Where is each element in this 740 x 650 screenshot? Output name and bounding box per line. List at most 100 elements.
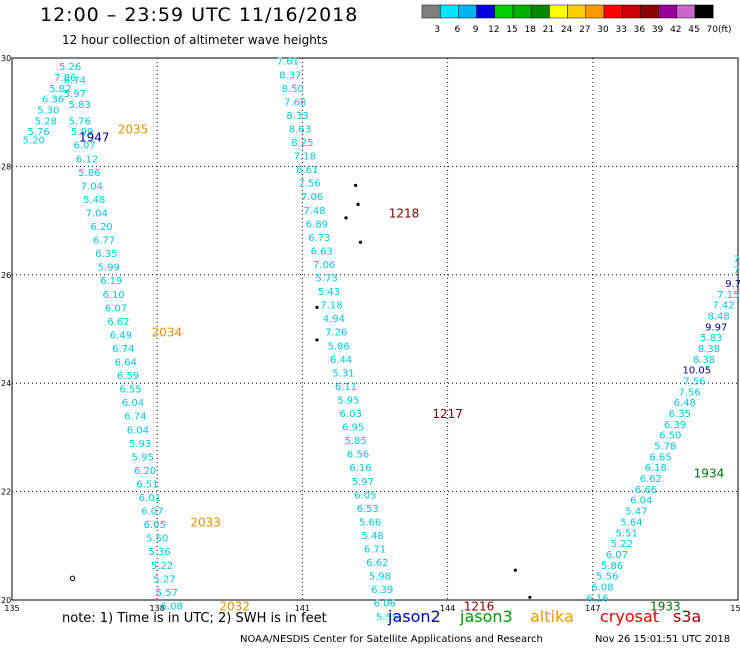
wave-height-value: 6.89 — [306, 219, 328, 230]
generation-timestamp: Nov 26 15:01:51 UTC 2018 — [595, 634, 731, 645]
sat-label-altika: altika — [530, 607, 574, 626]
wave-height-value: 7.06 — [301, 192, 323, 203]
sat-label-s3a: s3a — [673, 607, 702, 626]
wave-height-map: 1351381411441471502022242628305.267.866.… — [1, 54, 740, 620]
wave-height-value: 5.51 — [616, 528, 638, 539]
wave-height-value: 6.04 — [122, 398, 144, 409]
wave-height-value: 6.53 — [357, 504, 379, 515]
wave-height-value: 6.08 — [591, 582, 613, 593]
island-marker — [513, 568, 517, 572]
pass-time-label: 1934 — [694, 467, 725, 481]
map-frame — [11, 57, 739, 601]
pass-time-label: 2033 — [190, 515, 221, 529]
wave-height-value: 6.18 — [645, 463, 667, 474]
island-marker — [315, 305, 319, 309]
wave-height-value: 7.56 — [683, 376, 705, 387]
sat-label-cryosat: cryosat — [600, 607, 660, 626]
lat-tick-label: 22 — [1, 488, 11, 497]
wave-height-value: 10.05 — [683, 366, 712, 377]
wave-height-value: 7.04 — [81, 181, 103, 192]
wave-height-value: 5.95 — [132, 452, 154, 463]
wave-height-value: 5.82 — [49, 84, 71, 95]
wave-height-value: 7.15 — [717, 290, 739, 301]
wave-height-value: 5.97 — [64, 89, 86, 100]
scale-tick-label: 70 — [706, 25, 718, 35]
wave-height-value: 5.27 — [153, 574, 175, 585]
scale-tick-label: 42 — [670, 25, 681, 35]
lon-tick-label: 147 — [585, 604, 600, 613]
wave-height-value: 6.10 — [103, 290, 125, 301]
wave-height-value: 9.97 — [705, 322, 727, 333]
footnote: note: 1) Time is in UTC; 2) SWH is in fe… — [62, 611, 327, 626]
lat-tick-label: 28 — [1, 162, 11, 171]
wave-height-value: 5.57 — [156, 588, 178, 599]
wave-height-value: 6.55 — [119, 385, 141, 396]
lat-tick-label: 26 — [1, 271, 11, 280]
wave-height-value: 6.07 — [105, 303, 127, 314]
pass-time-label: 1216 — [464, 599, 495, 613]
wave-height-value: 6.39 — [664, 420, 686, 431]
wave-height-value: 6.08 — [161, 601, 183, 612]
wave-height-value: 7.68 — [284, 97, 306, 108]
pass-time-label: 1933 — [650, 599, 681, 613]
scale-tick-label: 27 — [579, 25, 590, 35]
wave-height-value: 6.11 — [335, 382, 357, 393]
page-title: 12:00 – 23:59 UTC 11/16/2018 — [40, 4, 359, 26]
wave-height-value: 6.20 — [90, 222, 112, 233]
wave-height-value: 5.97 — [352, 477, 374, 488]
island-marker — [528, 595, 532, 599]
wave-height-value: 6.44 — [330, 355, 352, 366]
color-scale-legend: 3 6 9 12 15 18 21 24 27 30 33 36 39 42 45 70 (ft) — [421, 4, 732, 35]
wave-height-value: 5.76 — [27, 127, 49, 138]
wave-height-value: 7.18 — [294, 152, 316, 163]
wave-height-value: 6.65 — [649, 452, 671, 463]
lon-tick-label: 138 — [150, 604, 165, 613]
wave-height-value: 6.19 — [100, 276, 122, 287]
wave-height-value: 5.73 — [315, 274, 337, 285]
wave-height-value: 6.74 — [64, 76, 86, 87]
wave-height-value: 6.35 — [669, 409, 691, 420]
wave-height-value: 6.95 — [342, 423, 364, 434]
wave-height-value: 5.76 — [69, 116, 91, 127]
wave-height-value: 6.63 — [311, 246, 333, 257]
lat-tick-label: 30 — [1, 54, 11, 63]
wave-height-value: 7.86 — [54, 73, 76, 84]
wave-height-value: 6.07 — [606, 550, 628, 561]
wave-height-value: 5.95 — [337, 395, 359, 406]
wave-height-value: 6.59 — [117, 371, 139, 382]
scale-tick-label: 36 — [634, 25, 646, 35]
wave-height-value: 5.93 — [129, 439, 151, 450]
wave-height-value: 5.99 — [98, 263, 120, 274]
wave-height-value: 7.26 — [325, 328, 347, 339]
wave-height-value: 7. — [733, 255, 740, 266]
wave-height-value: 6.20 — [134, 466, 156, 477]
pass-time-label: 2035 — [118, 122, 149, 136]
wave-height-value: 8.63 — [289, 124, 311, 135]
wave-height-value: 6.49 — [110, 330, 132, 341]
scale-tick-label: 33 — [615, 25, 626, 35]
scale-tick-label: 24 — [561, 25, 573, 35]
scale-tick-label: 21 — [543, 25, 554, 35]
sat-label-jason2: jason2 — [388, 607, 441, 626]
wave-height-value: 7.56 — [678, 387, 700, 398]
wave-height-value: 6.12 — [76, 154, 98, 165]
wave-height-value: 8.61 — [296, 165, 318, 176]
scale-tick-label: 3 — [434, 25, 440, 35]
lon-tick-label: 135 — [4, 604, 19, 613]
wave-height-value: 5.56 — [596, 572, 618, 583]
wave-height-value: 5.28 — [35, 116, 57, 127]
wave-height-value: 6.56 — [347, 450, 369, 461]
wave-height-value: 6.05 — [144, 520, 166, 531]
wave-height-value: 5.47 — [625, 507, 647, 518]
wave-height-value: 5.43 — [318, 287, 340, 298]
wave-height-value: 6.36 — [42, 95, 64, 106]
wave-height-value: 5.66 — [359, 517, 381, 528]
wave-height-value: 6.71 — [364, 545, 386, 556]
wave-height-value: 7.18 — [320, 301, 342, 312]
wave-height-value: 5.98 — [369, 572, 391, 583]
scale-tick-label: 12 — [488, 25, 499, 35]
wave-height-value: 6.35 — [95, 249, 117, 260]
wave-height-value: 7.61 — [277, 57, 299, 68]
wave-height-value: 6.66 — [635, 485, 657, 496]
lon-tick-label: 150 — [730, 604, 740, 613]
